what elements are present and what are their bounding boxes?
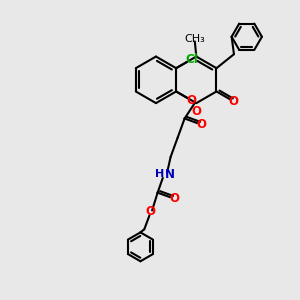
Text: Cl: Cl: [185, 53, 198, 66]
Text: O: O: [229, 95, 238, 108]
Text: O: O: [186, 94, 196, 107]
Text: O: O: [191, 105, 201, 118]
Text: N: N: [165, 168, 175, 181]
Text: H: H: [155, 169, 164, 179]
Text: O: O: [169, 192, 179, 205]
Text: O: O: [196, 118, 206, 131]
Text: O: O: [146, 206, 156, 218]
Text: CH₃: CH₃: [184, 34, 205, 44]
